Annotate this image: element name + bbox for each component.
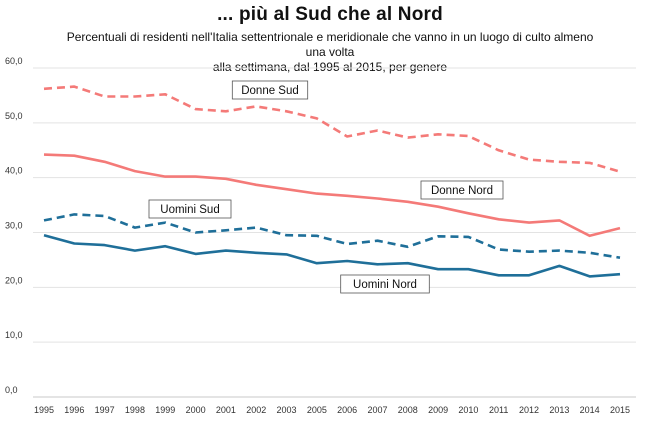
gridlines: [33, 67, 636, 398]
x-tick-label: 2014: [580, 405, 600, 415]
label-box-uomini-nord: [340, 274, 430, 294]
x-tick-label: 2000: [186, 405, 206, 415]
x-tick-label: 2006: [337, 405, 357, 415]
label-box-uomini-sud: [148, 199, 232, 219]
label-donne-nord: Donne Nord: [431, 185, 493, 197]
x-tick-label: 2010: [458, 405, 478, 415]
x-tick-label: 2013: [549, 405, 569, 415]
x-tick-label: 2009: [428, 405, 448, 415]
chart-subtitle: Percentuali di residenti nell'Italia set…: [60, 30, 600, 75]
x-tick-label: 1999: [155, 405, 175, 415]
series-line-donne-nord: [43, 153, 621, 238]
x-tick-label: 2005: [307, 405, 327, 415]
x-axis-ticks: 1995 1996 1997 1998 1999 2000 2001 2002 2003 2005…: [34, 405, 630, 415]
series-line-uomini-sud: [43, 213, 621, 259]
y-tick-label: 10,0: [5, 330, 23, 340]
x-tick-label: 1998: [125, 405, 145, 415]
chart-subtitle-line-1: Percentuali di residenti nell'Italia set…: [66, 30, 594, 59]
label-uomini-sud: Uomini Sud: [160, 204, 219, 216]
y-tick-label: 20,0: [5, 275, 23, 285]
x-tick-label: 1997: [95, 405, 115, 415]
series-line-uomini-nord: [43, 233, 621, 278]
x-tick-label: 2015: [610, 405, 630, 415]
y-tick-label: 60,0: [5, 56, 23, 66]
x-tick-label: 2007: [367, 405, 387, 415]
label-donne-sud: Donne Sud: [241, 85, 299, 97]
y-axis-ticks: 0,0 10,0 20,0 30,0 40,0 50,0 60,0: [5, 56, 23, 395]
y-tick-label: 0,0: [5, 385, 18, 395]
series-lines: [43, 85, 621, 278]
series-labels: Donne Sud Donne Nord Uomini Sud Uomini Nord: [148, 80, 504, 294]
y-tick-label: 40,0: [5, 166, 23, 176]
x-tick-label: 2002: [246, 405, 266, 415]
label-uomini-nord: Uomini Nord: [353, 279, 417, 291]
label-box-donne-nord: [420, 180, 504, 200]
y-tick-label: 30,0: [5, 221, 23, 231]
x-tick-label: 2003: [277, 405, 297, 415]
label-box-donne-sud: [231, 80, 309, 100]
x-tick-label: 2001: [216, 405, 236, 415]
x-tick-label: 2012: [519, 405, 539, 415]
x-tick-label: 1995: [34, 405, 54, 415]
chart-title: ... più al Sud che al Nord: [217, 4, 443, 25]
x-tick-label: 2008: [398, 405, 418, 415]
x-tick-label: 1996: [64, 405, 84, 415]
series-line-donne-sud: [43, 85, 621, 173]
y-tick-label: 50,0: [5, 111, 23, 121]
x-tick-label: 2011: [489, 405, 508, 415]
chart-subtitle-line-2: alla settimana, dal 1995 al 2015, per ge…: [212, 60, 448, 74]
